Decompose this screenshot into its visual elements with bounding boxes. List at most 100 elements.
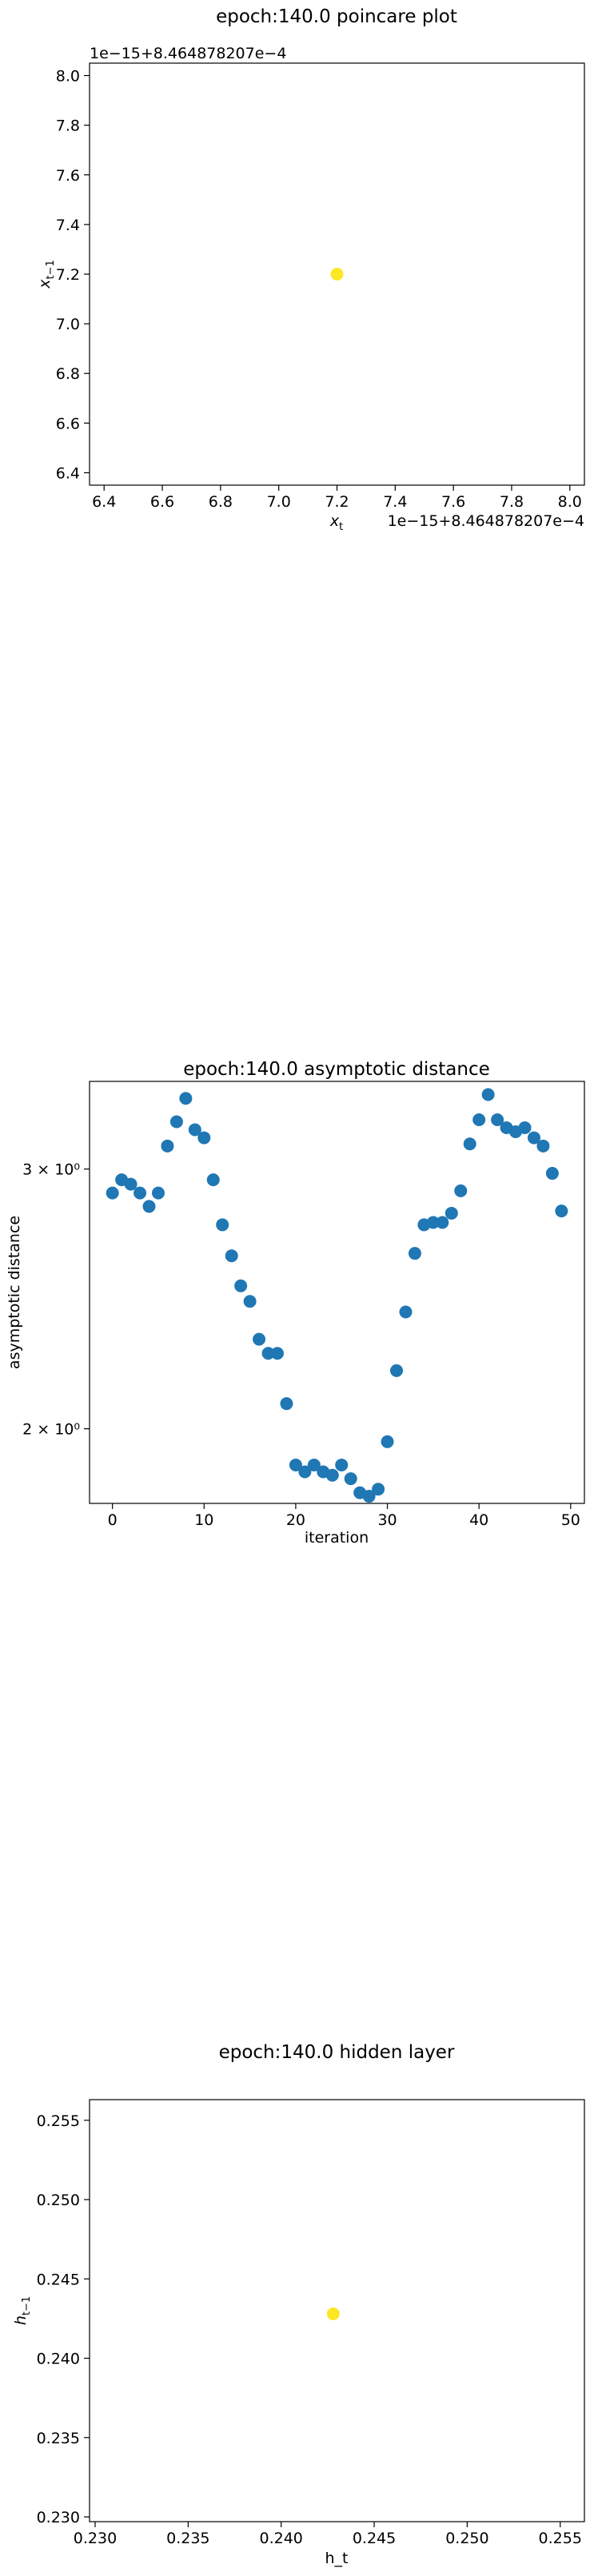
x-tick-label: 0 bbox=[108, 1511, 118, 1529]
y-tick-label: 7.0 bbox=[56, 316, 80, 333]
poincare-plot-title: epoch:140.0 poincare plot bbox=[216, 6, 457, 27]
asymptotic-distance-plot-area bbox=[89, 1081, 585, 1504]
x-tick-label: 7.4 bbox=[383, 493, 407, 511]
asymptotic-distance-y-axis-label: asymptotic distance bbox=[6, 1216, 23, 1369]
asymptotic-distance-x-ticks: 0 10 20 30 40 50 bbox=[108, 1503, 580, 1529]
data-point bbox=[330, 268, 344, 281]
data-point bbox=[134, 1186, 147, 1200]
data-point bbox=[243, 1295, 257, 1308]
data-point bbox=[481, 1088, 495, 1101]
data-point bbox=[463, 1137, 476, 1151]
data-point bbox=[408, 1247, 421, 1260]
hidden-layer-y-ticks: 0.230 0.235 0.240 0.245 0.250 0.255 bbox=[37, 2112, 90, 2526]
hidden-layer-title: epoch:140.0 hidden layer bbox=[219, 2042, 455, 2063]
data-point bbox=[188, 1123, 201, 1137]
hidden-layer-plot: epoch:140.0 hidden layer 0.230 0.235 0.240… bbox=[12, 2042, 585, 2567]
asymptotic-distance-points bbox=[106, 1088, 568, 1503]
data-point bbox=[555, 1204, 568, 1218]
asymptotic-distance-plot: epoch:140.0 asymptotic distance 0 10 20 30 4… bbox=[6, 1059, 585, 1547]
y-tick-label: 0.240 bbox=[37, 2351, 80, 2368]
data-point bbox=[426, 1216, 440, 1229]
data-point bbox=[179, 1092, 193, 1105]
data-point bbox=[206, 1173, 220, 1187]
data-point bbox=[545, 1167, 559, 1181]
data-point bbox=[527, 1131, 540, 1145]
data-point bbox=[325, 1468, 339, 1482]
poincare-y-ticks: 6.4 6.6 6.8 7.0 7.2 7.4 7.6 7.8 8.0 bbox=[56, 68, 90, 482]
x-tick-label: 20 bbox=[286, 1511, 305, 1529]
y-tick-label: 0.255 bbox=[37, 2112, 80, 2130]
data-point bbox=[298, 1465, 312, 1479]
asymptotic-distance-y-ticks: 2 × 10⁰ 3 × 10⁰ bbox=[22, 1161, 90, 1439]
x-tick-label: 6.8 bbox=[209, 493, 233, 511]
hidden-layer-points bbox=[326, 2307, 340, 2320]
data-point bbox=[445, 1206, 458, 1220]
y-tick-label: 0.235 bbox=[37, 2430, 80, 2447]
y-tick-label: 2 × 10⁰ bbox=[22, 1421, 80, 1439]
data-point bbox=[536, 1139, 550, 1153]
poincare-y-axis-label: xt−1 bbox=[36, 260, 57, 289]
poincare-y-offset-label: 1e−15+8.464878207e−4 bbox=[90, 45, 286, 62]
data-point bbox=[390, 1364, 404, 1377]
poincare-points bbox=[330, 268, 344, 281]
x-tick-label: 7.8 bbox=[500, 493, 524, 511]
x-tick-label: 0.235 bbox=[166, 2530, 209, 2547]
y-tick-label: 3 × 10⁰ bbox=[22, 1161, 80, 1179]
data-point bbox=[344, 1472, 357, 1486]
asymptotic-distance-title: epoch:140.0 asymptotic distance bbox=[183, 1059, 490, 1080]
data-point bbox=[124, 1177, 138, 1191]
y-tick-label: 6.4 bbox=[56, 464, 80, 482]
data-point bbox=[225, 1249, 238, 1263]
poincare-x-ticks: 6.4 6.6 6.8 7.0 7.2 7.4 7.6 7.8 8.0 bbox=[92, 485, 582, 511]
x-tick-label: 8.0 bbox=[558, 493, 582, 511]
data-point bbox=[261, 1347, 275, 1360]
x-tick-label: 0.230 bbox=[74, 2530, 117, 2547]
x-tick-label: 0.250 bbox=[445, 2530, 488, 2547]
data-point bbox=[436, 1216, 449, 1229]
data-point bbox=[197, 1131, 211, 1145]
data-point bbox=[335, 1458, 349, 1471]
x-tick-label: 6.6 bbox=[150, 493, 174, 511]
data-point bbox=[362, 1490, 376, 1503]
data-point bbox=[169, 1115, 183, 1129]
data-point bbox=[518, 1121, 532, 1134]
data-point bbox=[270, 1347, 284, 1360]
asymptotic-distance-x-axis-label: iteration bbox=[305, 1529, 369, 1547]
data-point bbox=[307, 1458, 321, 1471]
data-point bbox=[142, 1200, 156, 1213]
data-point bbox=[326, 2307, 340, 2320]
x-tick-label: 0.245 bbox=[353, 2530, 396, 2547]
y-tick-label: 6.6 bbox=[56, 415, 80, 432]
data-point bbox=[234, 1279, 248, 1292]
y-tick-label: 8.0 bbox=[56, 68, 80, 86]
x-tick-label: 30 bbox=[377, 1511, 397, 1529]
x-tick-label: 0.240 bbox=[259, 2530, 302, 2547]
y-tick-label: 0.245 bbox=[37, 2271, 80, 2288]
x-tick-label: 7.0 bbox=[267, 493, 291, 511]
hidden-layer-x-ticks: 0.230 0.235 0.240 0.245 0.250 0.255 bbox=[74, 2522, 582, 2547]
x-tick-label: 50 bbox=[561, 1511, 580, 1529]
data-point bbox=[491, 1113, 504, 1127]
data-point bbox=[289, 1458, 302, 1471]
y-tick-label: 7.8 bbox=[56, 117, 80, 135]
poincare-x-offset-label: 1e−15+8.464878207e−4 bbox=[388, 512, 584, 530]
x-tick-label: 7.2 bbox=[325, 493, 349, 511]
hidden-layer-plot-area bbox=[89, 2099, 585, 2522]
x-tick-label: 6.4 bbox=[92, 493, 116, 511]
y-tick-label: 0.250 bbox=[37, 2192, 80, 2209]
data-point bbox=[372, 1483, 385, 1496]
data-point bbox=[161, 1139, 174, 1153]
data-point bbox=[472, 1113, 486, 1127]
hidden-layer-x-axis-label: h_t bbox=[325, 2550, 349, 2567]
data-point bbox=[151, 1186, 165, 1200]
x-tick-label: 0.255 bbox=[539, 2530, 582, 2547]
poincare-x-axis-label: xt bbox=[329, 512, 343, 533]
data-point bbox=[253, 1332, 266, 1346]
y-tick-label: 6.8 bbox=[56, 365, 80, 383]
data-point bbox=[454, 1184, 468, 1197]
data-point bbox=[381, 1435, 394, 1448]
x-tick-label: 7.6 bbox=[441, 493, 465, 511]
y-tick-label: 7.6 bbox=[56, 167, 80, 185]
data-point bbox=[280, 1397, 293, 1411]
